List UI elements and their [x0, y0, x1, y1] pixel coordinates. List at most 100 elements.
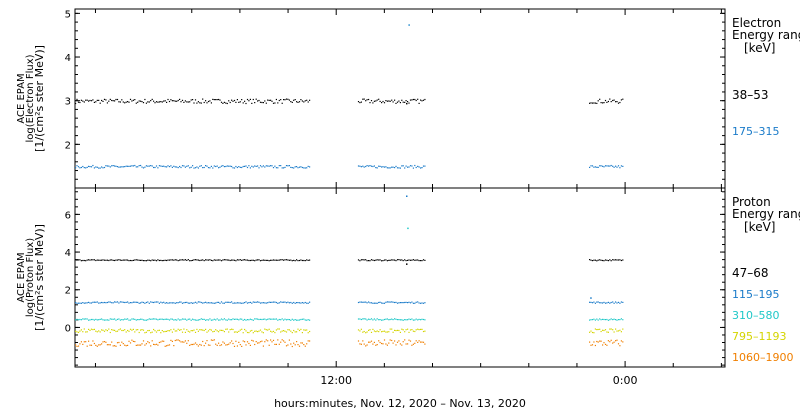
data-point [164, 166, 166, 168]
data-point [75, 344, 77, 346]
data-point [145, 165, 147, 167]
data-point [258, 301, 260, 303]
data-point [290, 319, 292, 321]
data-point [108, 319, 110, 321]
data-point [246, 98, 249, 101]
data-point [75, 259, 77, 261]
data-point [271, 100, 273, 102]
data-point [420, 328, 422, 330]
data-point [296, 166, 298, 168]
data-point [268, 318, 270, 320]
data-point [150, 100, 152, 102]
data-point [613, 259, 615, 261]
data-point [283, 99, 285, 101]
data-point [194, 301, 197, 303]
data-point [222, 259, 224, 261]
data-point [229, 329, 231, 331]
data-point [199, 259, 201, 262]
data-point [610, 318, 612, 320]
data-point [216, 99, 218, 101]
data-point [239, 166, 241, 168]
data-point [122, 329, 124, 332]
data-point [395, 260, 397, 262]
data-point [105, 319, 107, 321]
data-point [127, 301, 129, 303]
data-point [173, 259, 175, 261]
data-point [102, 259, 104, 261]
data-point [103, 319, 106, 321]
data-point [171, 259, 173, 261]
data-point [590, 344, 592, 346]
data-point [85, 260, 87, 262]
data-point [251, 302, 253, 304]
data-point [296, 259, 298, 261]
data-point [366, 344, 368, 346]
data-point [128, 330, 130, 332]
data-point [157, 101, 159, 103]
data-point [118, 329, 120, 331]
data-point [399, 343, 401, 345]
data-point [258, 318, 260, 321]
data-point [118, 341, 120, 344]
data-point [272, 339, 275, 341]
data-point [76, 331, 78, 333]
data-point [309, 330, 311, 333]
data-point [93, 342, 95, 345]
data-point [607, 319, 609, 321]
data-point [420, 167, 422, 169]
data-point [378, 98, 380, 100]
data-point [141, 259, 143, 261]
data-point [98, 302, 100, 304]
data-point [222, 302, 224, 304]
data-point [166, 345, 168, 347]
data-point [391, 166, 393, 168]
data-point [180, 166, 182, 169]
data-point [86, 345, 88, 347]
data-point [231, 165, 233, 168]
data-point [111, 259, 113, 261]
data-point [189, 260, 191, 262]
data-point [373, 165, 375, 167]
data-point [83, 318, 85, 320]
data-point [226, 165, 228, 167]
data-point [620, 165, 622, 167]
data-point [167, 330, 169, 332]
data-point [86, 318, 88, 320]
data-point [272, 102, 275, 104]
data-point [301, 318, 303, 320]
data-point [284, 318, 286, 320]
data-point [207, 167, 210, 169]
data-point [383, 318, 386, 321]
data-point [414, 302, 416, 304]
data-point [300, 342, 302, 344]
data-point [259, 318, 262, 320]
data-point [101, 301, 103, 304]
data-point [164, 330, 166, 333]
data-point [88, 259, 90, 261]
data-point [168, 330, 171, 332]
data-point [262, 332, 264, 334]
data-point [197, 101, 199, 103]
data-point [407, 101, 409, 103]
data-point [116, 330, 119, 332]
data-point [612, 342, 614, 344]
data-point [590, 330, 592, 332]
data-point [386, 260, 388, 262]
data-point [95, 330, 97, 332]
data-point [168, 302, 171, 304]
data-point [278, 165, 280, 167]
data-point [145, 343, 147, 345]
data-point [231, 340, 233, 342]
data-point [121, 99, 123, 101]
data-point [210, 319, 212, 321]
data-point [245, 330, 247, 332]
data-point [164, 345, 166, 347]
data-point [602, 102, 604, 104]
y-tick-label: 4 [65, 53, 71, 64]
data-point [233, 331, 236, 333]
data-point [246, 331, 249, 334]
data-point [205, 328, 207, 330]
data-point [264, 259, 266, 261]
data-point [167, 318, 169, 320]
data-point [620, 318, 622, 320]
